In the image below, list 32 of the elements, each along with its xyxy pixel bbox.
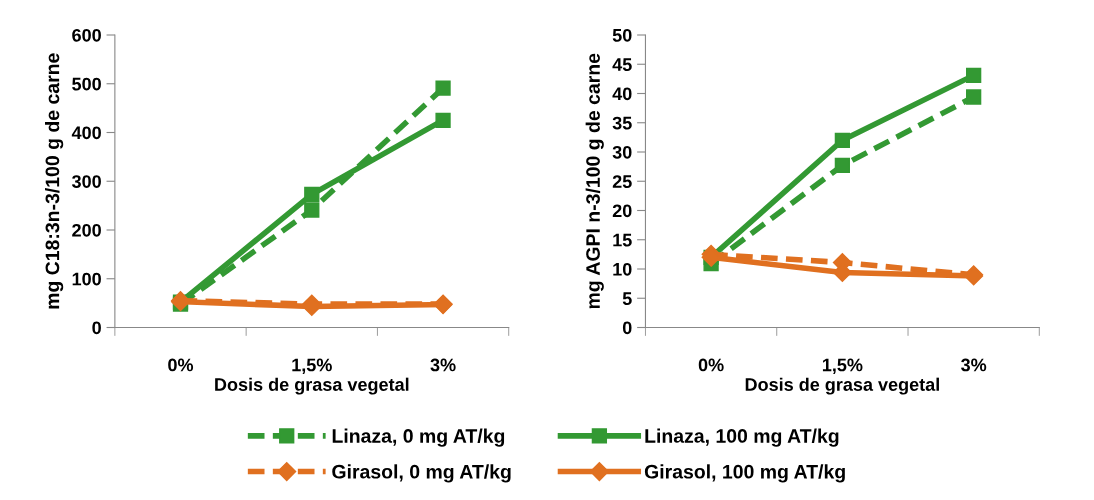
y-tick-label: 0 — [92, 321, 101, 335]
x-tick-label: 0% — [168, 358, 194, 372]
y-tick-label: 50 — [612, 28, 632, 42]
y-tick-label: 30 — [612, 145, 632, 159]
x-tick-label: 0% — [698, 358, 724, 372]
y-tick-label: 40 — [612, 87, 632, 101]
legend-label: Girasol, 100 mg AT/kg — [644, 464, 845, 483]
y-tick-label: 400 — [71, 126, 101, 140]
legend-label: Linaza, 0 mg AT/kg — [332, 428, 505, 447]
x-tick-label: 1,5% — [822, 358, 863, 374]
y-tick-label: 300 — [71, 175, 101, 188]
x-tick-label: 1,5% — [292, 358, 332, 374]
x-axis-title: Dosis de grasa vegetal — [215, 377, 409, 395]
legend-label: Linaza, 100 mg AT/kg — [645, 428, 839, 447]
y-tick-label: 25 — [612, 175, 632, 188]
y-tick-label: 35 — [612, 116, 632, 130]
y-tick-label: 500 — [72, 77, 101, 91]
x-tick-label: 3% — [430, 358, 456, 372]
x-tick-label: 3% — [961, 358, 987, 372]
y-tick-label: 200 — [72, 223, 101, 237]
y-axis-title: mg C18:3n-3/100 g de carne — [45, 53, 64, 309]
x-axis-title: Dosis de grasa vegetal — [745, 377, 939, 395]
y-tick-label: 0 — [622, 321, 632, 335]
y-tick-label: 15 — [613, 233, 632, 247]
y-tick-label: 5 — [622, 292, 632, 305]
y-tick-label: 600 — [72, 28, 101, 42]
y-axis-title: mg AGPI n-3/100 g de carne — [585, 53, 604, 309]
y-tick-label: 20 — [612, 204, 632, 218]
y-tick-label: 100 — [72, 272, 101, 286]
y-tick-label: 45 — [612, 58, 632, 71]
legend-label: Girasol, 0 mg AT/kg — [332, 464, 511, 483]
y-tick-label: 10 — [613, 262, 632, 276]
